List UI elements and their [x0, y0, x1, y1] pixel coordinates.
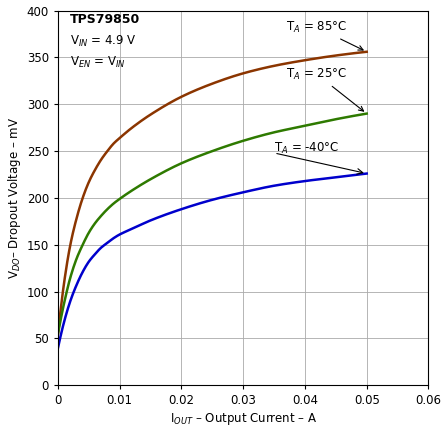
Text: TPS79850: TPS79850	[70, 13, 141, 26]
Text: V$_{IN}$ = 4.9 V: V$_{IN}$ = 4.9 V	[70, 34, 137, 49]
X-axis label: I$_{OUT}$ – Output Current – A: I$_{OUT}$ – Output Current – A	[169, 411, 317, 427]
Y-axis label: V$_{DO}$– Dropout Voltage – mV: V$_{DO}$– Dropout Voltage – mV	[5, 117, 22, 279]
Text: V$_{EN}$ = V$_{IN}$: V$_{EN}$ = V$_{IN}$	[70, 55, 126, 70]
Text: T$_A$ = -40°C: T$_A$ = -40°C	[274, 141, 339, 156]
Text: T$_A$ = 25°C: T$_A$ = 25°C	[287, 67, 363, 111]
Text: T$_A$ = 85°C: T$_A$ = 85°C	[287, 20, 363, 50]
